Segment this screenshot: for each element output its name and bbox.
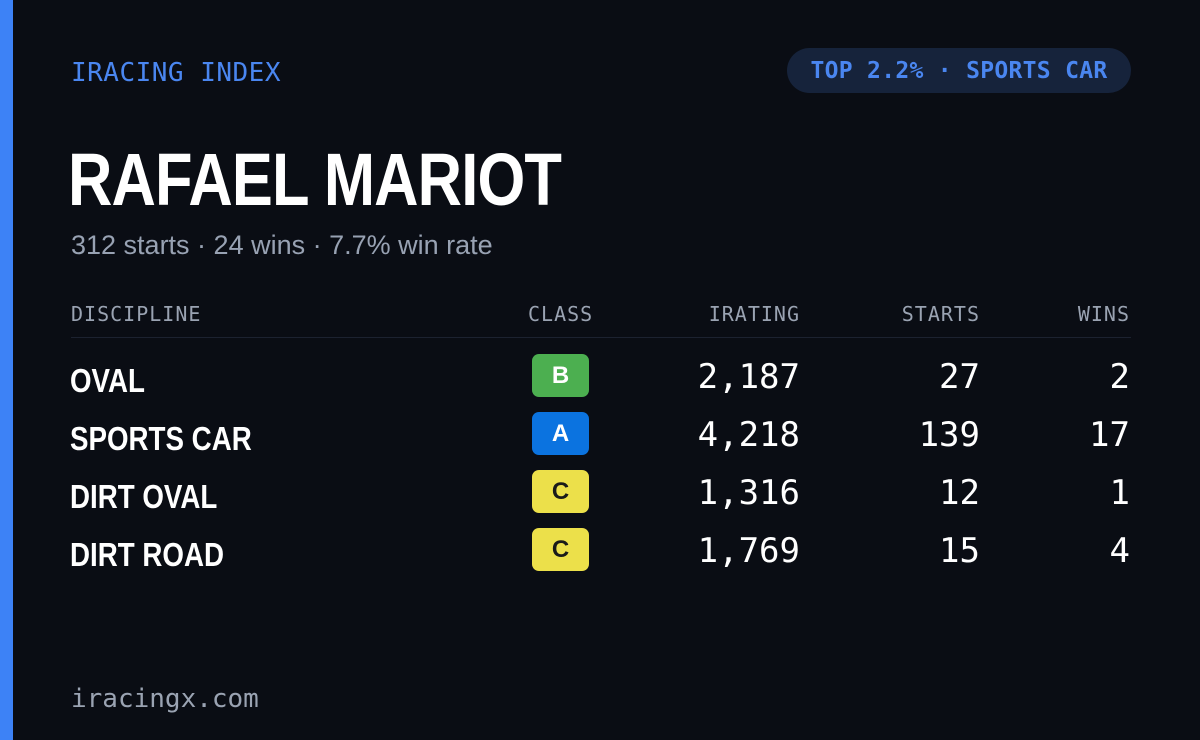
header-discipline: DISCIPLINE	[71, 302, 202, 326]
table-row: SPORTS CAR A 4,218 139 17	[0, 412, 1200, 470]
accent-bar	[0, 0, 13, 740]
rank-badge: TOP 2.2% · SPORTS CAR	[787, 48, 1131, 93]
starts-value: 12	[939, 473, 980, 513]
wins-value: 17	[1089, 415, 1130, 455]
irating-value: 4,218	[697, 415, 800, 455]
class-badge: C	[532, 528, 589, 571]
rank-badge-label: TOP 2.2% · SPORTS CAR	[810, 57, 1108, 84]
starts-value: 27	[939, 357, 980, 397]
header-starts: STARTS	[901, 302, 980, 326]
starts-value: 15	[939, 531, 980, 571]
footer-domain: iracingx.com	[71, 684, 259, 714]
table-row: DIRT OVAL C 1,316 12 1	[0, 470, 1200, 528]
discipline-name: DIRT OVAL	[70, 478, 218, 515]
irating-value: 2,187	[697, 357, 800, 397]
wins-value: 2	[1109, 357, 1130, 397]
header-class: CLASS	[528, 302, 594, 326]
class-badge: C	[532, 470, 589, 513]
driver-name: RAFAEL MARIOT	[68, 138, 562, 221]
table-row: OVAL B 2,187 27 2	[0, 354, 1200, 412]
wins-value: 1	[1109, 473, 1130, 513]
brand-title: IRACING INDEX	[71, 58, 281, 88]
discipline-name: SPORTS CAR	[70, 420, 252, 457]
irating-value: 1,316	[697, 473, 800, 513]
class-badge: B	[532, 354, 589, 397]
header-irating: IRATING	[708, 302, 800, 326]
class-badge: A	[532, 412, 589, 455]
driver-summary: 312 starts · 24 wins · 7.7% win rate	[71, 230, 493, 260]
header-divider	[71, 337, 1131, 338]
discipline-name: OVAL	[70, 362, 145, 399]
header-wins: WINS	[1077, 302, 1130, 326]
irating-value: 1,769	[697, 531, 800, 571]
starts-value: 139	[918, 415, 980, 455]
discipline-name: DIRT ROAD	[70, 536, 224, 573]
table-row: DIRT ROAD C 1,769 15 4	[0, 528, 1200, 586]
wins-value: 4	[1109, 531, 1130, 571]
